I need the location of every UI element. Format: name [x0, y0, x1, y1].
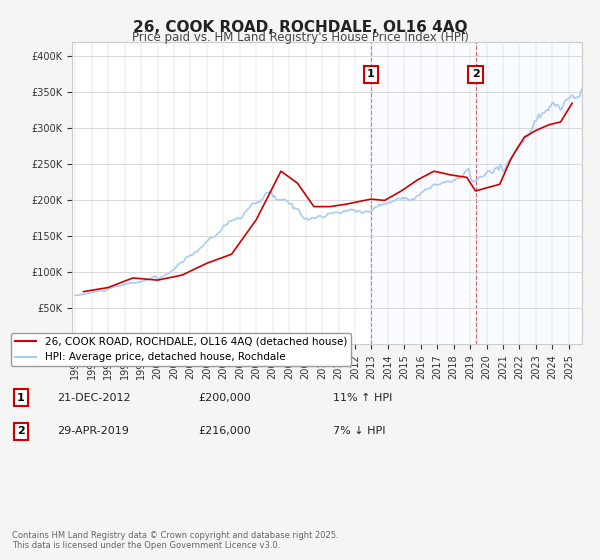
Text: £200,000: £200,000	[198, 393, 251, 403]
Bar	[476, 42, 582, 344]
Text: 1: 1	[17, 393, 25, 403]
Text: 26, COOK ROAD, ROCHDALE, OL16 4AQ: 26, COOK ROAD, ROCHDALE, OL16 4AQ	[133, 20, 467, 35]
Text: 29-APR-2019: 29-APR-2019	[57, 426, 129, 436]
Text: 7% ↓ HPI: 7% ↓ HPI	[333, 426, 386, 436]
Bar	[371, 42, 476, 344]
Text: 2: 2	[17, 426, 25, 436]
Text: 11% ↑ HPI: 11% ↑ HPI	[333, 393, 392, 403]
Text: 2: 2	[472, 69, 479, 80]
Text: 21-DEC-2012: 21-DEC-2012	[57, 393, 131, 403]
Text: Contains HM Land Registry data © Crown copyright and database right 2025.
This d: Contains HM Land Registry data © Crown c…	[12, 530, 338, 550]
Text: 1: 1	[367, 69, 375, 80]
Text: Price paid vs. HM Land Registry's House Price Index (HPI): Price paid vs. HM Land Registry's House …	[131, 31, 469, 44]
Text: £216,000: £216,000	[198, 426, 251, 436]
Legend: 26, COOK ROAD, ROCHDALE, OL16 4AQ (detached house), HPI: Average price, detached: 26, COOK ROAD, ROCHDALE, OL16 4AQ (detac…	[11, 333, 351, 366]
